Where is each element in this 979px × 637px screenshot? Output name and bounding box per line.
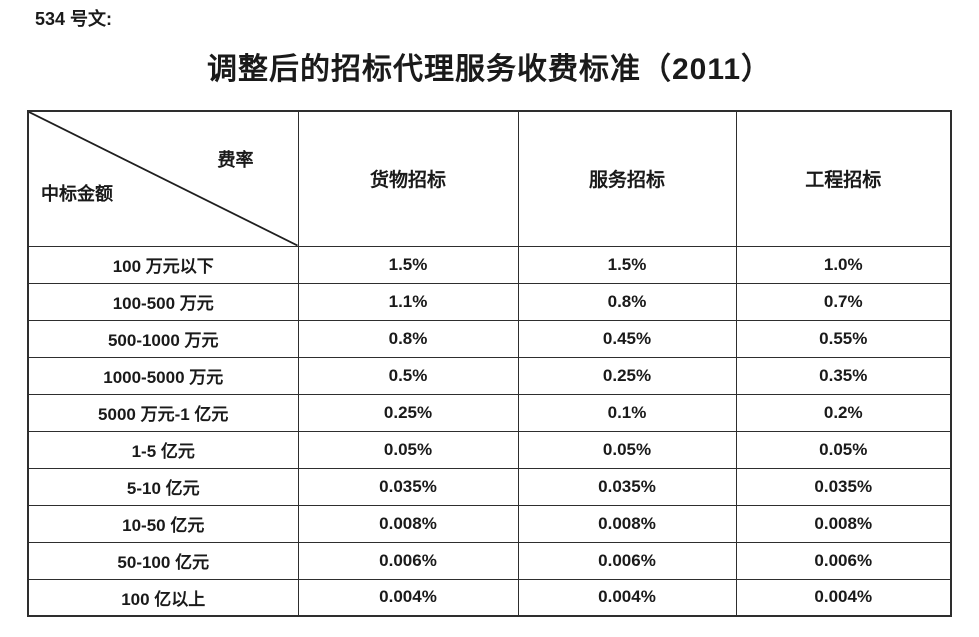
table-row: 100 亿以上 0.004% 0.004% 0.004% bbox=[27, 578, 952, 617]
table-row: 100-500 万元 1.1% 0.8% 0.7% bbox=[27, 282, 952, 321]
rate-value-cell: 1.5% bbox=[297, 245, 519, 284]
amount-range-cell: 10-50 亿元 bbox=[27, 504, 299, 543]
column-header-engineering: 工程招标 bbox=[735, 110, 952, 247]
table-row: 1000-5000 万元 0.5% 0.25% 0.35% bbox=[27, 356, 952, 395]
rate-value-cell: 0.35% bbox=[735, 356, 952, 395]
rate-value-cell: 0.25% bbox=[297, 393, 519, 432]
rate-value-cell: 0.004% bbox=[735, 578, 952, 617]
document-number-label: 534 号文: bbox=[35, 9, 113, 29]
table-row: 500-1000 万元 0.8% 0.45% 0.55% bbox=[27, 319, 952, 358]
table-row: 100 万元以下 1.5% 1.5% 1.0% bbox=[27, 245, 952, 284]
rate-value-cell: 0.5% bbox=[297, 356, 519, 395]
rate-value-cell: 0.008% bbox=[735, 504, 952, 543]
rate-value-cell: 0.05% bbox=[517, 430, 737, 469]
amount-range-cell: 500-1000 万元 bbox=[27, 319, 299, 358]
rate-value-cell: 1.1% bbox=[297, 282, 519, 321]
table-row: 50-100 亿元 0.006% 0.006% 0.006% bbox=[27, 541, 952, 580]
rate-value-cell: 0.05% bbox=[735, 430, 952, 469]
fee-table-header: 费率 中标金额 货物招标 服务招标 工程招标 bbox=[27, 110, 952, 247]
amount-range-cell: 100 万元以下 bbox=[27, 245, 299, 284]
rate-value-cell: 0.45% bbox=[517, 319, 737, 358]
corner-label-rate: 费率 bbox=[217, 150, 254, 170]
rate-value-cell: 0.035% bbox=[517, 467, 737, 506]
rate-value-cell: 0.05% bbox=[297, 430, 519, 469]
rate-value-cell: 0.25% bbox=[517, 356, 737, 395]
table-row: 1-5 亿元 0.05% 0.05% 0.05% bbox=[27, 430, 952, 469]
amount-range-cell: 5000 万元-1 亿元 bbox=[27, 393, 299, 432]
rate-value-cell: 0.006% bbox=[297, 541, 519, 580]
rate-value-cell: 0.008% bbox=[517, 504, 737, 543]
amount-range-cell: 1000-5000 万元 bbox=[27, 356, 299, 395]
rate-value-cell: 0.8% bbox=[517, 282, 737, 321]
amount-range-cell: 1-5 亿元 bbox=[27, 430, 299, 469]
rate-value-cell: 0.035% bbox=[735, 467, 952, 506]
table-row: 5-10 亿元 0.035% 0.035% 0.035% bbox=[27, 467, 952, 506]
rate-value-cell: 0.1% bbox=[517, 393, 737, 432]
corner-label-amount: 中标金额 bbox=[41, 183, 113, 204]
amount-range-cell: 100-500 万元 bbox=[27, 282, 299, 321]
rate-value-cell: 0.55% bbox=[735, 319, 952, 358]
rate-value-cell: 0.004% bbox=[517, 578, 737, 617]
fee-table-body: 100 万元以下 1.5% 1.5% 1.0% 100-500 万元 1.1% 0.8% 0.… bbox=[27, 245, 952, 617]
rate-value-cell: 1.0% bbox=[735, 245, 952, 284]
rate-value-cell: 0.006% bbox=[517, 541, 737, 580]
rate-value-cell: 0.004% bbox=[297, 578, 519, 617]
table-corner-cell: 费率 中标金额 bbox=[27, 110, 299, 247]
amount-range-cell: 100 亿以上 bbox=[27, 578, 299, 617]
page-title: 调整后的招标代理服务收费标准（2011） bbox=[206, 53, 773, 86]
rate-value-cell: 0.035% bbox=[297, 467, 519, 506]
table-row: 10-50 亿元 0.008% 0.008% 0.008% bbox=[27, 504, 952, 543]
column-header-services: 服务招标 bbox=[517, 110, 737, 247]
rate-value-cell: 0.006% bbox=[735, 541, 952, 580]
fee-rate-table: 费率 中标金额 货物招标 服务招标 工程招标 100 万元以下 1.5% 1.5% 1… bbox=[27, 110, 952, 617]
rate-value-cell: 0.2% bbox=[735, 393, 952, 432]
amount-range-cell: 50-100 亿元 bbox=[27, 541, 299, 580]
diagonal-divider-line bbox=[29, 112, 298, 246]
rate-value-cell: 0.8% bbox=[297, 319, 519, 358]
rate-value-cell: 0.008% bbox=[297, 504, 519, 543]
rate-value-cell: 1.5% bbox=[517, 245, 737, 284]
column-header-goods: 货物招标 bbox=[297, 110, 519, 247]
rate-value-cell: 0.7% bbox=[735, 282, 952, 321]
amount-range-cell: 5-10 亿元 bbox=[27, 467, 299, 506]
table-row: 5000 万元-1 亿元 0.25% 0.1% 0.2% bbox=[27, 393, 952, 432]
header-row: 费率 中标金额 货物招标 服务招标 工程招标 bbox=[27, 110, 952, 247]
